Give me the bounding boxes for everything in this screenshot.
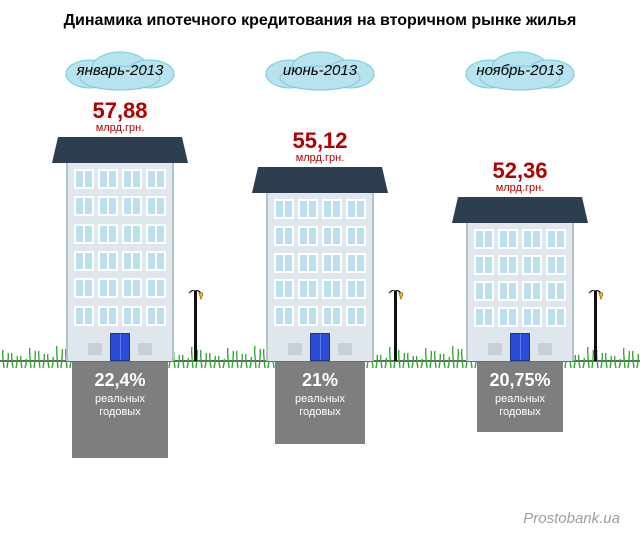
rate-label: реальныхгодовых bbox=[78, 393, 162, 418]
streetlamp-icon bbox=[192, 291, 198, 361]
rate-plate: 22,4%реальныхгодовых bbox=[72, 362, 168, 458]
rate-label: реальныхгодовых bbox=[483, 393, 557, 418]
building-icon bbox=[466, 197, 574, 361]
rate-value: 21% bbox=[281, 370, 359, 391]
branding-label: Prostobank.ua bbox=[523, 510, 620, 527]
chart-title: Динамика ипотечного кредитования на втор… bbox=[0, 12, 640, 30]
period-label: ноябрь-2013 bbox=[450, 62, 590, 79]
amount-value: 57,88 bbox=[40, 98, 200, 124]
amount-value: 55,12 bbox=[240, 128, 400, 154]
rate-value: 20,75% bbox=[483, 370, 557, 391]
building-icon bbox=[266, 167, 374, 361]
amount-unit: млрд.грн. bbox=[240, 152, 400, 164]
period-label: июнь-2013 bbox=[250, 62, 390, 79]
rate-label: реальныхгодовых bbox=[281, 393, 359, 418]
rate-plate: 20,75%реальныхгодовых bbox=[477, 362, 563, 432]
rate-plate: 21%реальныхгодовых bbox=[275, 362, 365, 444]
rate-value: 22,4% bbox=[78, 370, 162, 391]
building-icon bbox=[66, 137, 174, 361]
streetlamp-icon bbox=[392, 291, 398, 361]
period-label: январь-2013 bbox=[50, 62, 190, 79]
streetlamp-icon bbox=[592, 291, 598, 361]
amount-value: 52,36 bbox=[440, 158, 600, 184]
amount-unit: млрд.грн. bbox=[40, 122, 200, 134]
amount-unit: млрд.грн. bbox=[440, 182, 600, 194]
